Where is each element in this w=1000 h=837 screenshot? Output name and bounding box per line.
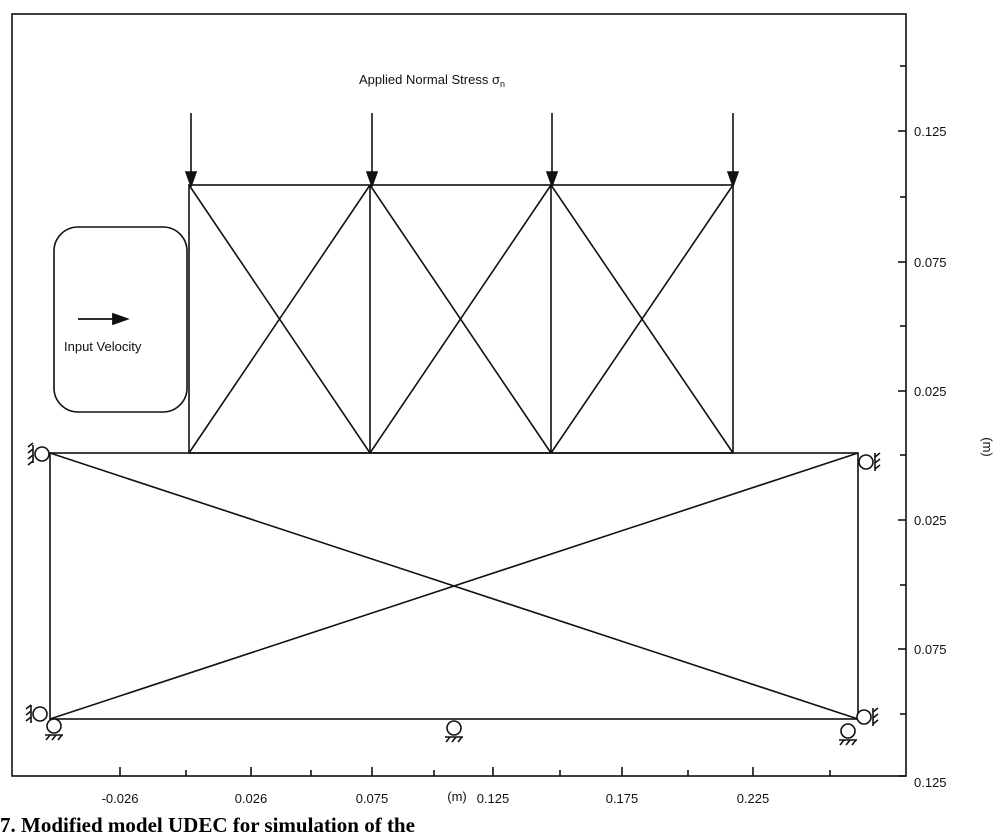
applied-stress-label: Applied Normal Stress σn	[359, 72, 505, 89]
roller-support-bottom-middle	[445, 720, 463, 743]
figure-caption: 7. Modified model UDEC for simulation of…	[0, 813, 415, 837]
lower-block	[49, 452, 859, 720]
sigma-subscript: n	[500, 79, 505, 89]
x-tick-label: 0.075	[356, 791, 389, 806]
input-velocity-arrow	[78, 312, 130, 326]
y-axis-ticks	[898, 65, 906, 777]
pin-support-bottom-right	[839, 707, 879, 746]
x-tick-label: 0.026	[235, 791, 268, 806]
x-tick-label: 0.175	[606, 791, 639, 806]
x-axis-ticks	[119, 767, 831, 776]
y-tick-label: 0.025	[914, 513, 947, 528]
input-velocity-label: Input Velocity	[64, 339, 142, 354]
x-tick-label: 0.125	[477, 791, 510, 806]
x-tick-label: 0.225	[737, 791, 770, 806]
y-tick-label: 0.125	[914, 124, 947, 139]
y-tick-label: 0.025	[914, 384, 947, 399]
x-axis-unit: (m)	[447, 789, 467, 804]
roller-support-top-left	[27, 442, 50, 466]
x-tick-label: -0.026	[102, 791, 139, 806]
sigma-symbol: σ	[492, 72, 500, 87]
plot-frame	[11, 13, 907, 777]
y-axis-unit: (m)	[980, 437, 995, 457]
y-tick-label: 0.125	[914, 775, 947, 790]
input-velocity-box	[53, 226, 188, 413]
stress-arrows	[184, 113, 740, 189]
roller-support-top-right	[858, 452, 881, 471]
pin-support-bottom-left	[25, 704, 63, 741]
upper-block	[188, 184, 734, 454]
applied-stress-text: Applied Normal Stress	[359, 72, 489, 87]
y-tick-label: 0.075	[914, 255, 947, 270]
y-tick-label: 0.075	[914, 642, 947, 657]
